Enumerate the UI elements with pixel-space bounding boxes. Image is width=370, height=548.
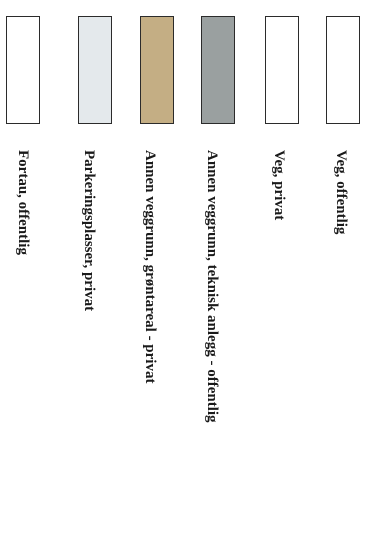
label-annen-veggrunn-teknisk-anlegg-offentlig: Annen veggrunn, teknisk anlegg - offentl… [204,150,220,423]
label-veg-privat: Veg, privat [271,150,287,221]
swatch-annen-veggrunn-teknisk-anlegg-offentlig [201,16,235,124]
swatch-parkeringsplasser-privat [78,16,112,124]
swatch-annen-veggrunn-grontareal-privat [140,16,174,124]
label-fortau-offentlig: Fortau, offentlig [15,150,31,255]
label-annen-veggrunn-grontareal-privat: Annen veggrunn, grøntareal - privat [142,150,158,384]
label-veg-offentlig: Veg, offentlig [333,150,349,235]
swatch-fortau-offentlig [6,16,40,124]
swatch-veg-offentlig [326,16,360,124]
label-parkeringsplasser-privat: Parkeringsplasser, privat [81,150,97,312]
swatch-veg-privat [265,16,299,124]
